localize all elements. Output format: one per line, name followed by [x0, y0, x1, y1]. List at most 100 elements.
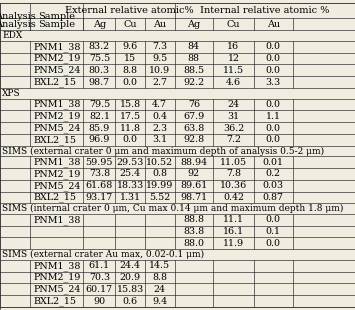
Text: 19.99: 19.99	[146, 181, 174, 190]
Text: 0.01: 0.01	[263, 158, 284, 167]
Text: 24: 24	[228, 100, 239, 109]
Text: PNM2_19: PNM2_19	[34, 111, 81, 121]
Text: 0.0: 0.0	[266, 66, 281, 75]
Text: 93.17: 93.17	[86, 193, 113, 202]
Text: SIMS (external crater 0 μm and maximum depth of analysis 0.5-2 μm): SIMS (external crater 0 μm and maximum d…	[2, 146, 324, 156]
Text: Internal relative atomic %: Internal relative atomic %	[200, 6, 329, 15]
Text: 4.7: 4.7	[152, 100, 167, 109]
Text: 0.0: 0.0	[266, 215, 281, 224]
Text: 3.3: 3.3	[266, 78, 281, 86]
Text: 24.4: 24.4	[120, 261, 141, 270]
Text: 89.61: 89.61	[180, 181, 207, 190]
Text: 0.0: 0.0	[266, 239, 281, 248]
Text: Analysis: Analysis	[0, 12, 36, 21]
Text: 92.8: 92.8	[183, 135, 204, 144]
Text: 84: 84	[188, 42, 200, 51]
Text: 25.4: 25.4	[120, 170, 141, 179]
Text: 0.1: 0.1	[266, 227, 281, 236]
Text: 0.0: 0.0	[266, 100, 281, 109]
Text: 96.9: 96.9	[89, 135, 110, 144]
Text: PNM5_24: PNM5_24	[34, 123, 81, 133]
Text: 79.5: 79.5	[89, 100, 110, 109]
Text: PNM2_19: PNM2_19	[34, 273, 81, 282]
Text: XPS: XPS	[2, 89, 21, 98]
Text: 88: 88	[188, 54, 200, 63]
Text: 59.95: 59.95	[86, 158, 113, 167]
Text: 0.4: 0.4	[152, 112, 167, 121]
Text: 70.3: 70.3	[89, 273, 110, 282]
Text: 1.31: 1.31	[120, 193, 141, 202]
Text: BXL2_15: BXL2_15	[34, 135, 77, 144]
Text: 9.5: 9.5	[152, 54, 167, 63]
Text: PNM5_24: PNM5_24	[34, 285, 81, 294]
Text: 11.9: 11.9	[223, 239, 244, 248]
Text: 16: 16	[227, 42, 240, 51]
Text: 61.68: 61.68	[86, 181, 113, 190]
Text: 92.2: 92.2	[183, 78, 204, 86]
Text: Analysis: Analysis	[0, 20, 36, 29]
Text: 92: 92	[188, 170, 200, 179]
Text: 10.9: 10.9	[149, 66, 170, 75]
Text: 11.05: 11.05	[220, 158, 247, 167]
Text: PNM2_19: PNM2_19	[34, 169, 81, 179]
Text: SIMS (internal crater 0 μm, Cu max 0.14 μm and maximum depth 1.8 μm): SIMS (internal crater 0 μm, Cu max 0.14 …	[2, 204, 344, 213]
Text: 15: 15	[124, 54, 136, 63]
Text: 0.0: 0.0	[122, 78, 138, 86]
Text: 16.1: 16.1	[223, 227, 244, 236]
Text: External relative atomic%: External relative atomic%	[65, 6, 193, 15]
Text: 36.2: 36.2	[223, 123, 244, 132]
Text: 76: 76	[188, 100, 200, 109]
Text: BXL2_15: BXL2_15	[34, 77, 77, 87]
Text: 11.8: 11.8	[120, 123, 141, 132]
Text: 73.8: 73.8	[89, 170, 110, 179]
Text: 0.2: 0.2	[266, 170, 281, 179]
Text: Sample: Sample	[38, 12, 75, 21]
Text: 90: 90	[93, 297, 105, 306]
Text: PNM1_38: PNM1_38	[34, 42, 81, 52]
Text: PNM5_24: PNM5_24	[34, 65, 81, 75]
Text: 2.7: 2.7	[152, 78, 167, 86]
Text: 20.9: 20.9	[120, 273, 141, 282]
Text: 60.17: 60.17	[86, 285, 113, 294]
Text: 88.8: 88.8	[183, 215, 204, 224]
Text: 5.52: 5.52	[149, 193, 170, 202]
Text: EDX: EDX	[2, 31, 22, 40]
Text: 0.0: 0.0	[266, 42, 281, 51]
Text: 12: 12	[228, 54, 239, 63]
Text: 61.1: 61.1	[89, 261, 110, 270]
Text: 15.83: 15.83	[116, 285, 144, 294]
Text: 29.53: 29.53	[116, 158, 144, 167]
Text: 9.6: 9.6	[122, 42, 138, 51]
Text: 14.5: 14.5	[149, 261, 170, 270]
Text: PNM5_24: PNM5_24	[34, 181, 81, 191]
Text: 18.33: 18.33	[116, 181, 144, 190]
Text: 85.9: 85.9	[89, 123, 110, 132]
Text: 0.8: 0.8	[152, 170, 167, 179]
Text: 98.71: 98.71	[180, 193, 207, 202]
Text: 0.87: 0.87	[263, 193, 284, 202]
Text: Au: Au	[267, 20, 280, 29]
Text: PNM1_38: PNM1_38	[34, 100, 81, 109]
Text: 9.4: 9.4	[152, 297, 167, 306]
Text: Cu: Cu	[226, 20, 240, 29]
Text: 82.1: 82.1	[89, 112, 110, 121]
Text: 8.8: 8.8	[122, 66, 138, 75]
Text: 63.8: 63.8	[183, 123, 204, 132]
Text: SIMS (external crater Au max, 0.02-0.1 μm): SIMS (external crater Au max, 0.02-0.1 μ…	[2, 250, 204, 259]
Text: PNM2_19: PNM2_19	[34, 54, 81, 64]
Text: PNM1_38: PNM1_38	[34, 261, 81, 271]
Text: 15.8: 15.8	[120, 100, 141, 109]
Text: 80.3: 80.3	[89, 66, 110, 75]
Text: 1.1: 1.1	[266, 112, 281, 121]
Text: 0.42: 0.42	[223, 193, 244, 202]
Text: 83.8: 83.8	[183, 227, 204, 236]
Text: 0.6: 0.6	[122, 297, 138, 306]
Text: 8.8: 8.8	[152, 273, 167, 282]
Text: BXL2_15: BXL2_15	[34, 296, 77, 306]
Text: 83.2: 83.2	[89, 42, 110, 51]
Text: BXL2_15: BXL2_15	[34, 193, 77, 202]
Text: 31: 31	[227, 112, 240, 121]
Text: 67.9: 67.9	[183, 112, 204, 121]
Text: 0.0: 0.0	[266, 123, 281, 132]
Text: 88.5: 88.5	[183, 66, 204, 75]
